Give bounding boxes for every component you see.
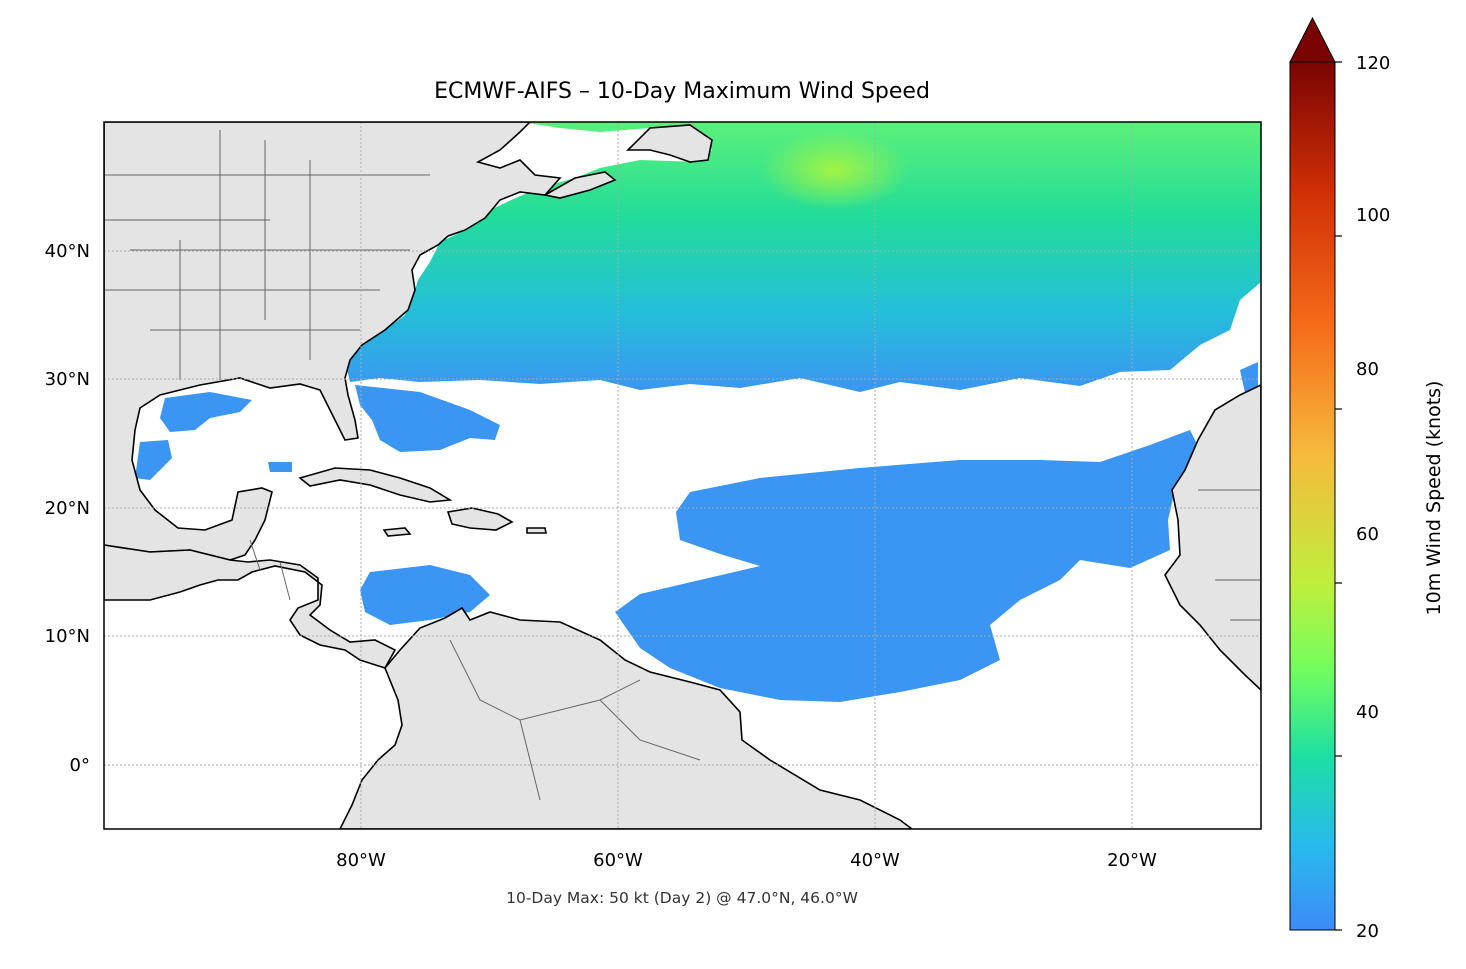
wind-field-tropical: [615, 430, 1200, 702]
lat-tick-label: 10°N: [45, 626, 90, 647]
land-newfoundland: [542, 124, 713, 199]
land-jamaica: [382, 527, 412, 537]
colorbar-tick-label: 20: [1356, 921, 1379, 942]
max-wind-annotation: 10-Day Max: 50 kt (Day 2) @ 47.0°N, 46.0…: [506, 889, 858, 907]
lon-tick-label: 40°W: [850, 850, 900, 871]
longitude-tick-labels: 80°W 60°W 40°W 20°W: [336, 850, 1157, 871]
lon-tick-label: 60°W: [593, 850, 643, 871]
colorbar: 20 40 60 80 100 120 10m Wind Speed (knot…: [1289, 16, 1445, 942]
lat-tick-label: 40°N: [45, 241, 90, 262]
map-area: [104, 122, 1261, 829]
lat-tick-label: 30°N: [45, 369, 90, 390]
wind-field-gulf: [135, 392, 292, 480]
wind-field-bahamas: [355, 385, 500, 452]
colorbar-tick-label: 80: [1356, 359, 1379, 380]
map-frame: [103, 121, 1262, 830]
land-central-america: [104, 544, 397, 669]
lat-tick-label: 20°N: [45, 498, 90, 519]
land-cuba: [298, 467, 453, 503]
colorbar-ticks: [1335, 61, 1342, 931]
land-hispaniola: [446, 507, 514, 531]
lon-tick-label: 20°W: [1107, 850, 1157, 871]
max-wind-spot: [760, 130, 910, 210]
colorbar-tick-label: 120: [1356, 53, 1390, 74]
lon-tick-label: 80°W: [336, 850, 386, 871]
lat-tick-label: 0°: [70, 755, 90, 776]
gridlines: [104, 122, 1261, 829]
wind-field-east: [1240, 362, 1260, 414]
land-south-america: [339, 606, 914, 829]
country-borders: [104, 130, 1261, 801]
colorbar-tick-label: 60: [1356, 524, 1379, 545]
colorbar-gradient: [1289, 61, 1336, 931]
colorbar-tick-label: 40: [1356, 702, 1379, 723]
colorbar-extend-arrow: [1289, 16, 1336, 63]
map-title: ECMWF-AIFS – 10-Day Maximum Wind Speed: [434, 79, 930, 104]
latitude-tick-labels: 40°N 30°N 20°N 10°N 0°: [45, 241, 90, 776]
land-africa: [1164, 384, 1261, 692]
land-puerto-rico: [526, 527, 547, 534]
colorbar-label: 10m Wind Speed (knots): [1423, 381, 1445, 616]
colorbar-tick-label: 100: [1356, 205, 1390, 226]
